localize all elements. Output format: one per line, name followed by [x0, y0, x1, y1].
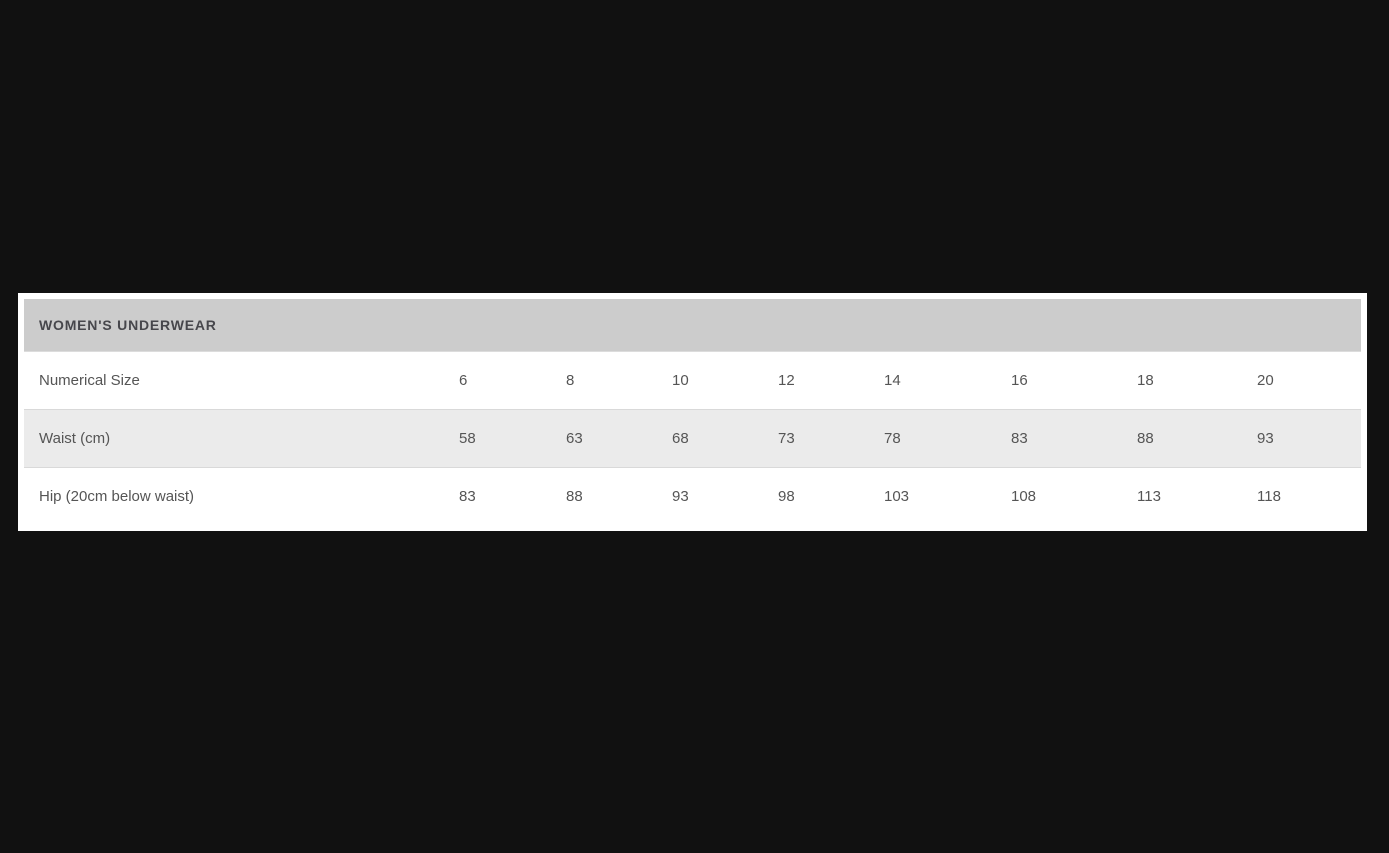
table-cell: 10 — [657, 351, 763, 410]
row-label: Hip (20cm below waist) — [24, 467, 444, 525]
table-cell: 6 — [444, 351, 551, 410]
row-label: Numerical Size — [24, 351, 444, 410]
table-title: WOMEN'S UNDERWEAR — [24, 299, 1361, 352]
size-chart-panel: WOMEN'S UNDERWEAR Numerical Size 6 8 10 … — [18, 293, 1367, 531]
table-cell: 12 — [763, 351, 869, 410]
table-cell: 14 — [869, 351, 996, 410]
table-row-waist: Waist (cm) 58 63 68 73 78 83 88 93 — [24, 409, 1361, 468]
table-cell: 103 — [869, 467, 996, 525]
table-cell: 78 — [869, 409, 996, 468]
size-chart-table: WOMEN'S UNDERWEAR Numerical Size 6 8 10 … — [24, 299, 1361, 525]
table-cell: 83 — [996, 409, 1122, 468]
table-cell: 98 — [763, 467, 869, 525]
table-cell: 118 — [1242, 467, 1361, 525]
table-cell: 16 — [996, 351, 1122, 410]
table-cell: 8 — [551, 351, 657, 410]
table-cell: 108 — [996, 467, 1122, 525]
table-cell: 88 — [1122, 409, 1242, 468]
table-cell: 93 — [657, 467, 763, 525]
table-header-row: WOMEN'S UNDERWEAR — [24, 299, 1361, 352]
row-label: Waist (cm) — [24, 409, 444, 468]
table-cell: 83 — [444, 467, 551, 525]
table-cell: 73 — [763, 409, 869, 468]
table-cell: 63 — [551, 409, 657, 468]
table-cell: 20 — [1242, 351, 1361, 410]
table-cell: 88 — [551, 467, 657, 525]
table-cell: 68 — [657, 409, 763, 468]
table-cell: 18 — [1122, 351, 1242, 410]
table-row-hip: Hip (20cm below waist) 83 88 93 98 103 1… — [24, 467, 1361, 525]
table-cell: 58 — [444, 409, 551, 468]
table-cell: 93 — [1242, 409, 1361, 468]
table-cell: 113 — [1122, 467, 1242, 525]
table-row-numerical-size: Numerical Size 6 8 10 12 14 16 18 20 — [24, 351, 1361, 410]
